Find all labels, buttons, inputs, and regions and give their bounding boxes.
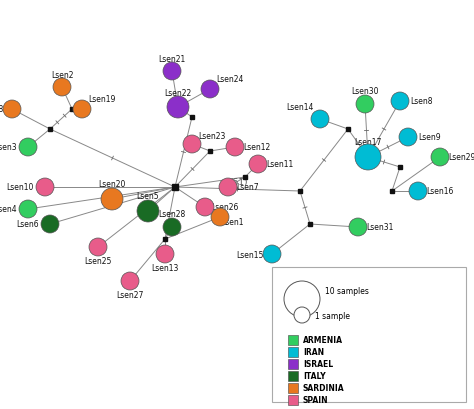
Text: Lsen30: Lsen30	[351, 87, 379, 96]
Circle shape	[3, 101, 21, 119]
Circle shape	[211, 209, 229, 227]
Circle shape	[137, 200, 159, 222]
Text: Lsen29: Lsen29	[448, 153, 474, 162]
FancyBboxPatch shape	[288, 383, 298, 393]
Circle shape	[53, 79, 71, 97]
Circle shape	[409, 182, 427, 200]
Circle shape	[163, 63, 181, 81]
Circle shape	[73, 101, 91, 119]
Text: Lsen9: Lsen9	[419, 133, 441, 142]
Circle shape	[356, 96, 374, 114]
Text: Lsen24: Lsen24	[216, 75, 244, 84]
Circle shape	[36, 179, 54, 196]
Circle shape	[284, 281, 320, 317]
Circle shape	[391, 93, 409, 111]
Text: Lsen7: Lsen7	[237, 183, 259, 192]
Circle shape	[249, 155, 267, 173]
Circle shape	[311, 111, 329, 129]
Text: Lsen17: Lsen17	[354, 138, 382, 147]
Text: Lsen18: Lsen18	[0, 105, 4, 114]
Text: Lsen10: Lsen10	[6, 183, 34, 192]
FancyBboxPatch shape	[288, 347, 298, 357]
FancyBboxPatch shape	[288, 395, 298, 405]
Text: Lsen13: Lsen13	[151, 264, 179, 273]
Text: Lsen20: Lsen20	[98, 180, 126, 189]
Circle shape	[167, 97, 189, 119]
Text: ARMENIA: ARMENIA	[303, 336, 343, 345]
Circle shape	[41, 216, 59, 234]
FancyBboxPatch shape	[288, 335, 298, 345]
Text: Lsen1: Lsen1	[221, 218, 243, 227]
Circle shape	[19, 200, 37, 218]
Text: Lsen25: Lsen25	[84, 257, 112, 266]
Text: 1 sample: 1 sample	[315, 312, 350, 321]
Circle shape	[226, 139, 244, 157]
Text: Lsen16: Lsen16	[426, 187, 454, 196]
FancyBboxPatch shape	[272, 267, 466, 402]
Text: Lsen22: Lsen22	[164, 88, 191, 97]
Text: IRAN: IRAN	[303, 348, 324, 357]
Text: SPAIN: SPAIN	[303, 396, 328, 405]
Text: SARDINIA: SARDINIA	[303, 384, 345, 393]
FancyBboxPatch shape	[288, 371, 298, 381]
Text: Lsen6: Lsen6	[17, 220, 39, 229]
Text: Lsen8: Lsen8	[411, 97, 433, 106]
Circle shape	[201, 81, 219, 99]
Circle shape	[101, 189, 123, 211]
Circle shape	[89, 238, 107, 256]
Text: 10 samples: 10 samples	[325, 287, 369, 296]
Text: Lsen12: Lsen12	[243, 143, 271, 152]
Circle shape	[349, 218, 367, 236]
Circle shape	[196, 198, 214, 216]
FancyBboxPatch shape	[288, 359, 298, 369]
Circle shape	[294, 307, 310, 323]
Text: Lsen14: Lsen14	[286, 103, 314, 112]
Circle shape	[183, 136, 201, 154]
Circle shape	[219, 179, 237, 196]
Circle shape	[163, 218, 181, 236]
Text: Lsen26: Lsen26	[211, 203, 239, 212]
Circle shape	[431, 148, 449, 166]
Circle shape	[156, 245, 174, 263]
Text: Lsen31: Lsen31	[366, 223, 394, 232]
Text: ITALY: ITALY	[303, 372, 326, 380]
Circle shape	[19, 139, 37, 157]
Text: Lsen11: Lsen11	[266, 160, 293, 169]
Text: Lsen27: Lsen27	[116, 291, 144, 300]
Circle shape	[263, 245, 281, 263]
Text: Lsen15: Lsen15	[237, 250, 264, 259]
Text: Lsen19: Lsen19	[88, 95, 116, 104]
Circle shape	[355, 145, 381, 171]
Circle shape	[121, 272, 139, 290]
Text: Lsen2: Lsen2	[51, 70, 73, 79]
Text: Lsen3: Lsen3	[0, 143, 18, 152]
Text: (61): (61)	[229, 178, 247, 187]
Text: ISRAEL: ISRAEL	[303, 360, 333, 369]
Text: Lsen23: Lsen23	[198, 132, 226, 141]
Text: Lsen5: Lsen5	[137, 192, 159, 201]
Circle shape	[399, 129, 417, 147]
Text: Lsen21: Lsen21	[158, 54, 186, 63]
Text: Lsen4: Lsen4	[0, 205, 18, 214]
Text: Lsen28: Lsen28	[158, 210, 186, 219]
